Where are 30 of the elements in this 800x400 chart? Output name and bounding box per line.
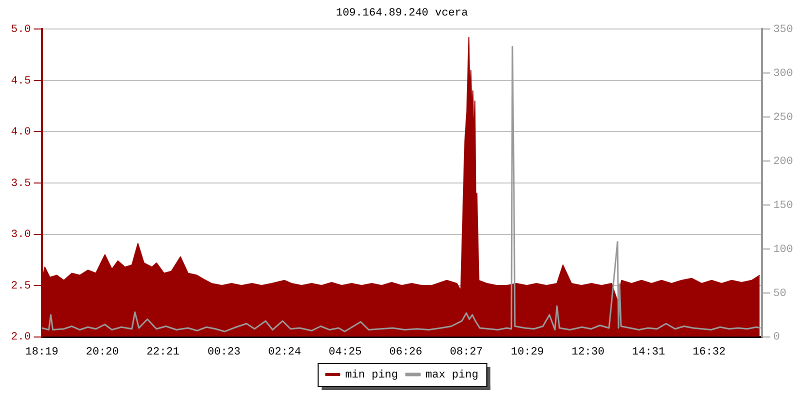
- x-tick-label: 16:32: [692, 346, 726, 358]
- chart-title: 109.164.89.240 vcera: [336, 8, 468, 20]
- y-tick-label: 2.5: [10, 280, 31, 292]
- x-tick-label: 14:31: [632, 346, 666, 358]
- x-tick-label: 22:21: [146, 346, 180, 358]
- y2-tick-label: 350: [773, 24, 794, 36]
- x-tick-label: 10:29: [510, 346, 544, 358]
- y-tick-label: 2.0: [10, 332, 31, 344]
- x-tick-label: 04:25: [328, 346, 362, 358]
- y-tick-label: 3.0: [10, 229, 31, 242]
- y2-tick-label: 150: [773, 200, 794, 212]
- y2-tick-label: 250: [773, 112, 794, 124]
- legend-label: max ping: [426, 369, 478, 382]
- x-tick-label: 00:23: [208, 346, 241, 358]
- y-tick-label: 5.0: [10, 24, 31, 36]
- y-tick-label: 4.0: [10, 126, 31, 139]
- y2-tick-label: 200: [773, 156, 794, 168]
- y2-tick-label: 300: [773, 68, 794, 80]
- x-tick-label: 02:24: [268, 346, 302, 358]
- y2-tick-label: 0: [773, 332, 780, 344]
- x-tick-label: 20:20: [86, 346, 119, 358]
- legend-label: min ping: [345, 369, 398, 382]
- x-tick-label: 12:30: [571, 346, 604, 358]
- y-tick-label: 3.5: [10, 178, 31, 190]
- y2-tick-label: 100: [773, 244, 794, 256]
- x-tick-label: 06:26: [389, 346, 422, 358]
- y-tick-label: 4.5: [10, 75, 31, 88]
- x-tick-label: 08:27: [450, 346, 483, 358]
- x-tick-label: 18:19: [25, 346, 58, 358]
- y2-tick-label: 50: [773, 288, 786, 300]
